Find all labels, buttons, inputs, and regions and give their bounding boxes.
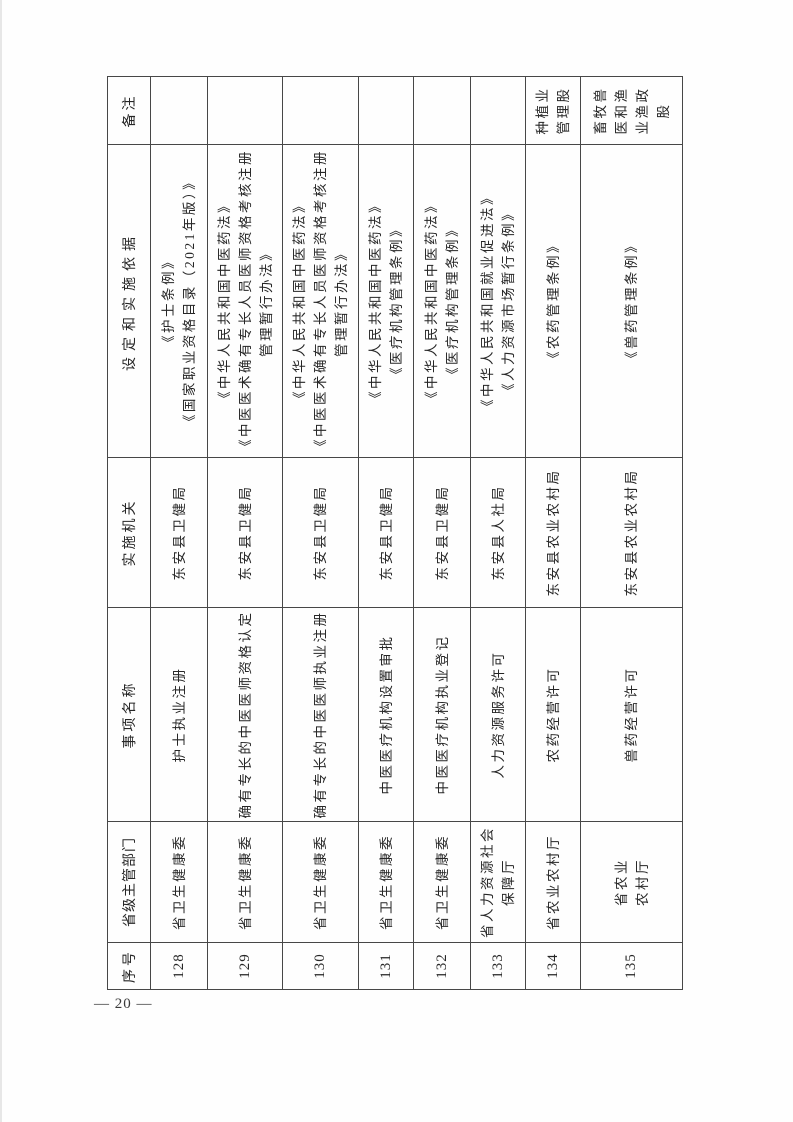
cell-item-name: 确有专长的中医医师资格认定 xyxy=(207,607,283,822)
serial-number: 134 xyxy=(544,953,561,979)
cell-department: 省卫生健康委 xyxy=(358,821,414,943)
header-serial-number: 序号 xyxy=(107,942,151,990)
serial-number: 131 xyxy=(377,953,394,979)
cell-department: 省人力资源社会 保障厅 xyxy=(470,821,526,943)
table-row-134: 134 省农业农村厅 农药经营许可 东安县农业农村局 《农药管理条例》 种植业 … xyxy=(525,76,581,990)
cell-basis: 《兽药管理条例》 xyxy=(580,144,683,458)
cell-item-name: 人力资源服务许可 xyxy=(470,607,526,822)
cell-item-name: 农药经营许可 xyxy=(525,607,581,822)
rotated-table-container: 序号 省级主管部门 事项名称 实施机关 设定和实施依据 备注 128 省卫生健康… xyxy=(107,76,683,990)
cell-remark: 畜牧兽 医和渔 业渔政 股 xyxy=(580,76,683,145)
cell-basis: 《中华人民共和国就业促进法》 《人力资源市场暂行条例》 xyxy=(470,144,526,458)
cell-item-name: 护士执业注册 xyxy=(150,607,208,822)
cell-serial-number: 134 xyxy=(525,942,581,990)
approval-items-table: 序号 省级主管部门 事项名称 实施机关 设定和实施依据 备注 128 省卫生健康… xyxy=(107,76,683,990)
cell-agency: 东安县卫健局 xyxy=(413,457,471,608)
cell-agency: 东安县人社局 xyxy=(470,457,526,608)
serial-number: 132 xyxy=(433,953,450,979)
cell-department: 省卫生健康委 xyxy=(207,821,283,943)
cell-serial-number: 132 xyxy=(413,942,471,990)
serial-number: 133 xyxy=(489,953,506,979)
cell-basis: 《中华人民共和国中医药法》 《医疗机构管理条例》 xyxy=(413,144,471,458)
cell-remark xyxy=(413,76,471,145)
table-row-133: 133 省人力资源社会 保障厅 人力资源服务许可 东安县人社局 《中华人民共和国… xyxy=(470,76,526,990)
cell-serial-number: 135 xyxy=(580,942,683,990)
cell-remark xyxy=(150,76,208,145)
cell-item-name: 中医医疗机构设置审批 xyxy=(358,607,414,822)
table-row-130: 130 省卫生健康委 确有专长的中医医师执业注册 东安县卫健局 《中华人民共和国… xyxy=(282,76,359,990)
serial-number: 129 xyxy=(236,953,253,979)
table-row-131: 131 省卫生健康委 中医医疗机构设置审批 东安县卫健局 《中华人民共和国中医药… xyxy=(358,76,414,990)
cell-department: 省农业农村厅 xyxy=(525,821,581,943)
table-header-row: 序号 省级主管部门 事项名称 实施机关 设定和实施依据 备注 xyxy=(107,76,151,990)
cell-basis: 《中华人民共和国中医药法》 《中医医术确有专长人员医师资格考核注册 管理暂行办法… xyxy=(282,144,359,458)
header-remark: 备注 xyxy=(107,76,151,145)
cell-serial-number: 130 xyxy=(282,942,359,990)
header-item-name: 事项名称 xyxy=(107,607,151,822)
header-department: 省级主管部门 xyxy=(107,821,151,943)
cell-item-name: 兽药经营许可 xyxy=(580,607,683,822)
cell-department: 省卫生健康委 xyxy=(413,821,471,943)
cell-remark: 种植业 管理股 xyxy=(525,76,581,145)
cell-remark xyxy=(207,76,283,145)
header-basis: 设定和实施依据 xyxy=(107,144,151,458)
serial-number: 130 xyxy=(312,953,328,979)
header-agency: 实施机关 xyxy=(107,457,151,608)
cell-serial-number: 131 xyxy=(358,942,414,990)
table-row-128: 128 省卫生健康委 护士执业注册 东安县卫健局 《护士条例》 《国家职业资格目… xyxy=(150,76,208,990)
cell-item-name: 中医医疗机构执业登记 xyxy=(413,607,471,822)
cell-basis: 《护士条例》 《国家职业资格目录（2021年版）》 xyxy=(150,144,208,458)
table-row-132: 132 省卫生健康委 中医医疗机构执业登记 东安县卫健局 《中华人民共和国中医药… xyxy=(413,76,471,990)
table-row-129: 129 省卫生健康委 确有专长的中医医师资格认定 东安县卫健局 《中华人民共和国… xyxy=(207,76,283,990)
scan-edge-shadow xyxy=(0,0,2,1122)
cell-department: 省卫生健康委 xyxy=(150,821,208,943)
cell-agency: 东安县卫健局 xyxy=(207,457,283,608)
table-row-135: 135 省农业 农村厅 兽药经营许可 东安县农业农村局 《兽药管理条例》 畜牧兽… xyxy=(580,76,683,990)
cell-agency: 东安县农业农村局 xyxy=(580,457,683,608)
cell-remark xyxy=(358,76,414,145)
cell-department: 省卫生健康委 xyxy=(282,821,359,943)
serial-number: 128 xyxy=(170,953,187,979)
cell-serial-number: 129 xyxy=(207,942,283,990)
cell-agency: 东安县农业农村局 xyxy=(525,457,581,608)
cell-agency: 东安县卫健局 xyxy=(282,457,359,608)
cell-department: 省农业 农村厅 xyxy=(580,821,683,943)
cell-serial-number: 133 xyxy=(470,942,526,990)
cell-remark xyxy=(282,76,359,145)
cell-item-name: 确有专长的中医医师执业注册 xyxy=(282,607,359,822)
cell-remark xyxy=(470,76,526,145)
cell-agency: 东安县卫健局 xyxy=(150,457,208,608)
cell-serial-number: 128 xyxy=(150,942,208,990)
cell-agency: 东安县卫健局 xyxy=(358,457,414,608)
cell-basis: 《农药管理条例》 xyxy=(525,144,581,458)
serial-number: 135 xyxy=(623,953,639,979)
cell-basis: 《中华人民共和国中医药法》 《中医医术确有专长人员医师资格考核注册 管理暂行办法… xyxy=(207,144,283,458)
cell-basis: 《中华人民共和国中医药法》 《医疗机构管理条例》 xyxy=(358,144,414,458)
page-number: — 20 — xyxy=(94,996,153,1012)
